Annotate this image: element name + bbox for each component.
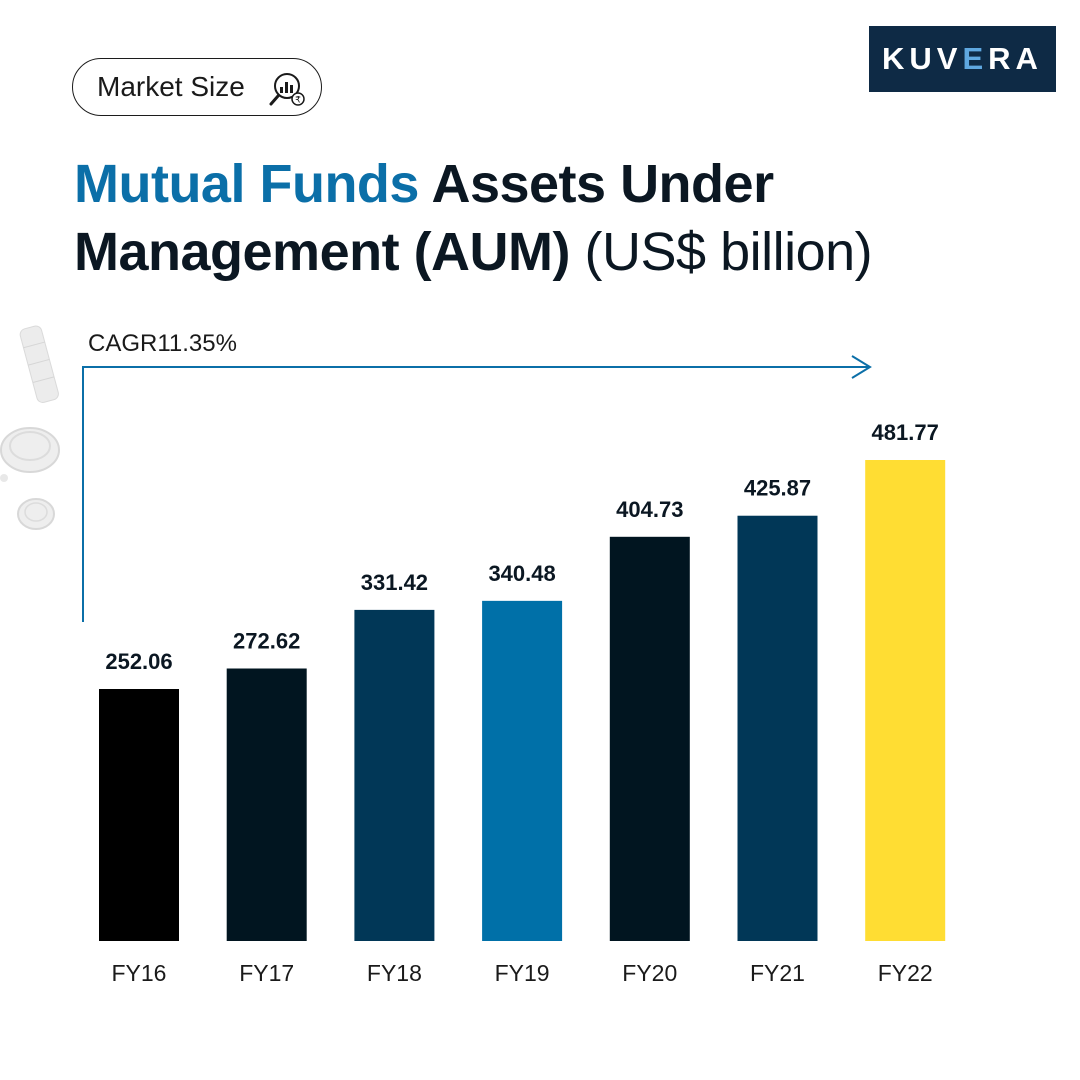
cagr-arrow: [82, 355, 872, 622]
category-label-fy19: FY19: [495, 960, 550, 986]
bar-fy22: [865, 460, 946, 941]
value-label-fy21: 425.87: [744, 476, 811, 501]
title-line1-rest: Assets Under: [431, 154, 774, 214]
title-highlight: Mutual Funds: [74, 154, 419, 214]
category-label-fy16: FY16: [112, 960, 167, 986]
title-line2-bold: Management (AUM): [74, 222, 571, 282]
category-label-fy22: FY22: [878, 960, 933, 986]
category-label-fy20: FY20: [622, 960, 677, 986]
value-label-fy17: 272.62: [233, 629, 300, 654]
value-label-fy19: 340.48: [488, 561, 555, 586]
bar-fy18: [354, 609, 435, 941]
bar-fy20: [609, 536, 690, 941]
coin-stack-decoration: [0, 325, 60, 530]
value-label-fy16: 252.06: [105, 649, 172, 674]
title-unit: (US$ billion): [584, 222, 873, 282]
value-label-fy18: 331.42: [361, 570, 428, 595]
value-label-fy22: 481.77: [872, 420, 939, 445]
cagr-label: CAGR11.35%: [88, 330, 237, 357]
category-label-fy21: FY21: [750, 960, 805, 986]
bar-fy16: [99, 689, 179, 941]
bar-fy21: [737, 515, 818, 941]
bar-fy17: [226, 668, 307, 941]
market-analysis-icon: ₹: [269, 73, 305, 106]
kuvera-logo: KUV E RA: [869, 26, 1056, 92]
market-size-label: Market Size: [97, 71, 245, 102]
svg-text:₹: ₹: [295, 96, 301, 106]
market-size-tag: Market Size ₹: [72, 58, 322, 116]
bar-fy19: [482, 600, 563, 941]
category-label-fy18: FY18: [367, 960, 422, 986]
chart-title: Mutual Funds Assets Under Management (AU…: [74, 150, 1034, 286]
category-label-fy17: FY17: [239, 960, 294, 986]
value-label-fy20: 404.73: [616, 497, 683, 522]
